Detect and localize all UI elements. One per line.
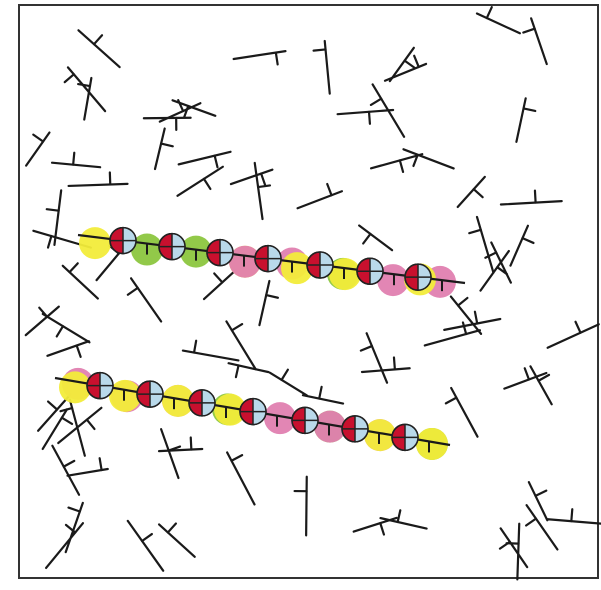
head-group xyxy=(342,416,368,442)
head-group xyxy=(87,373,113,399)
illustration xyxy=(0,0,601,590)
head-group xyxy=(357,258,383,284)
page: (() => { const data = JSON.parse(documen… xyxy=(0,0,601,590)
head-group xyxy=(159,234,185,260)
halo xyxy=(59,371,91,403)
head-group xyxy=(392,424,418,450)
molecule-head xyxy=(47,209,59,210)
head-group xyxy=(405,264,431,290)
molecule-head xyxy=(571,509,572,521)
head-group xyxy=(307,252,333,278)
molecule-body xyxy=(306,477,307,536)
head-group xyxy=(110,228,136,254)
head-group xyxy=(240,399,266,425)
molecule-head xyxy=(191,438,192,450)
head-group xyxy=(207,240,233,266)
frame xyxy=(19,5,598,578)
head-group xyxy=(292,407,318,433)
halo xyxy=(79,227,111,259)
head-group xyxy=(255,246,281,272)
head-group xyxy=(137,381,163,407)
molecule-head xyxy=(73,153,74,165)
head-group xyxy=(189,390,215,416)
molecule-head xyxy=(394,357,395,369)
molecule-head xyxy=(369,112,370,124)
molecule-head xyxy=(314,49,326,50)
molecule-head xyxy=(535,191,536,203)
